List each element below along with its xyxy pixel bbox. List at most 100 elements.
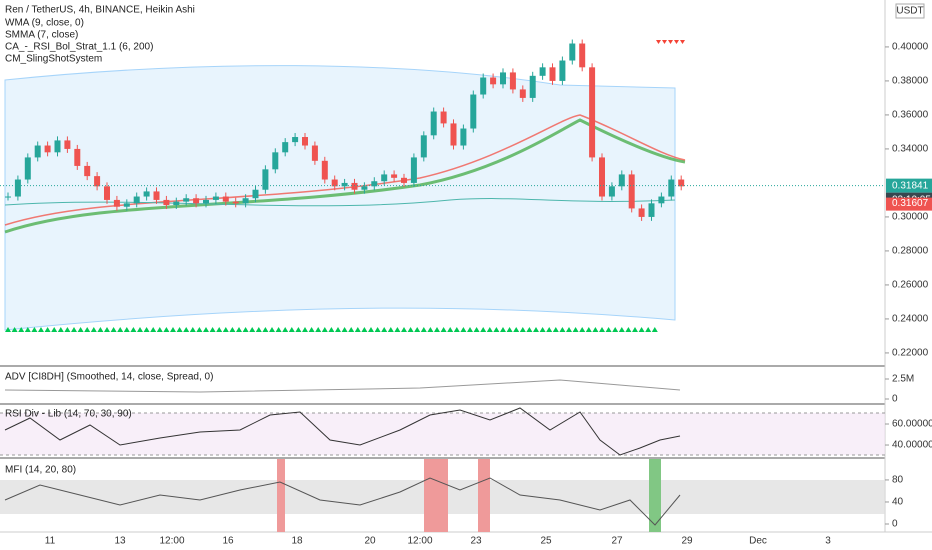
- x-tick-label: 20: [364, 536, 376, 547]
- signal-triangle: [308, 327, 315, 332]
- x-tick-label: 3: [825, 536, 831, 547]
- candle: [539, 67, 546, 76]
- legend: SMMA (7, close): [5, 30, 78, 41]
- candle: [401, 177, 407, 183]
- candle: [381, 174, 388, 182]
- candle: [64, 140, 71, 149]
- legend: CM_SlingShotSystem: [5, 54, 102, 65]
- signal-triangle: [361, 327, 368, 332]
- signal-triangle: [302, 327, 308, 332]
- signal-triangle: [24, 327, 31, 332]
- y-tick-label: 0.30000: [892, 212, 929, 223]
- signal-triangle: [605, 327, 612, 332]
- y-tick-label: 0.38000: [892, 76, 929, 87]
- candle: [371, 181, 378, 187]
- signal-triangle: [625, 327, 632, 332]
- candle: [163, 199, 170, 206]
- candle: [272, 152, 279, 170]
- y-tick-label: 2.5M: [892, 374, 914, 385]
- signal-triangle: [11, 327, 18, 332]
- signal-triangle: [394, 327, 401, 332]
- candle: [222, 196, 229, 202]
- signal-triangle: [38, 327, 44, 332]
- signal-triangle: [97, 327, 104, 332]
- signal-triangle: [57, 327, 64, 332]
- candle: [74, 148, 81, 166]
- candle: [173, 201, 180, 206]
- candle: [113, 199, 120, 207]
- candle: [84, 165, 91, 177]
- candle: [450, 123, 457, 146]
- signal-triangle: [374, 327, 381, 332]
- x-tick-label: 29: [681, 536, 693, 547]
- y-tick-label: 0.40000: [892, 42, 929, 53]
- signal-triangle: [216, 327, 223, 332]
- signal-triangle: [255, 327, 262, 332]
- signal-triangle: [552, 327, 559, 332]
- candle: [193, 198, 200, 204]
- signal-triangle: [328, 327, 335, 332]
- slingshot-fast: [4, 118, 686, 234]
- signal-triangle: [473, 327, 480, 332]
- legend: MFI (14, 20, 80): [5, 465, 76, 476]
- candle: [203, 199, 209, 204]
- candle: [123, 203, 130, 207]
- signal-triangle: [183, 327, 190, 332]
- signal-triangle: [420, 327, 427, 332]
- signal-triangle: [31, 327, 38, 332]
- candle: [618, 174, 625, 187]
- y-tick-label: 0.34000: [892, 144, 929, 155]
- candle: [470, 94, 477, 129]
- sell-signal: [656, 40, 661, 44]
- signal-triangle: [632, 327, 638, 332]
- signal-triangle: [354, 327, 361, 332]
- signal-triangle: [222, 327, 229, 332]
- candle: [183, 198, 190, 202]
- mfi-overbought: [277, 459, 285, 532]
- signal-triangle: [368, 327, 374, 332]
- candle: [351, 182, 358, 190]
- legend: CA_-_RSI_Bol_Strat_1.1 (6, 200): [5, 42, 153, 53]
- candle: [5, 196, 11, 198]
- candle: [599, 157, 605, 197]
- currency-box[interactable]: [895, 3, 925, 19]
- signal-triangle: [506, 327, 513, 332]
- candle: [608, 186, 615, 197]
- signal-triangle: [546, 327, 553, 332]
- legend: RSI Div - Lib (14, 70, 30, 90): [5, 409, 132, 420]
- candle: [559, 60, 566, 81]
- signal-triangle: [599, 327, 605, 332]
- x-tick-label: 23: [470, 536, 482, 547]
- candle: [153, 191, 160, 200]
- x-tick-label: 11: [45, 536, 56, 547]
- candle: [628, 174, 635, 209]
- signal-triangle: [566, 327, 572, 332]
- candle: [133, 196, 140, 204]
- y-tick-label: 0.28000: [892, 246, 929, 257]
- candle: [519, 89, 526, 98]
- signal-triangle: [123, 327, 130, 332]
- signal-triangle: [519, 327, 526, 332]
- signal-triangle: [209, 327, 216, 332]
- currency[interactable]: USDT: [896, 6, 923, 17]
- candle: [252, 189, 259, 199]
- y-tick-label: 40: [892, 497, 904, 508]
- signal-triangle: [236, 327, 242, 332]
- signal-triangle: [282, 327, 289, 332]
- candle: [242, 198, 249, 204]
- candle: [54, 140, 61, 153]
- signal-triangle: [18, 327, 25, 332]
- candle: [509, 72, 516, 90]
- candle: [579, 43, 586, 68]
- signal-triangle: [249, 327, 256, 332]
- candle: [569, 43, 576, 61]
- candle: [658, 196, 665, 204]
- signal-triangle: [579, 327, 586, 332]
- adv-line: [4, 379, 681, 393]
- ma-line: [4, 198, 676, 207]
- signal-triangle: [618, 327, 625, 332]
- x-tick-label: 12:00: [407, 536, 432, 547]
- signal-triangle: [117, 327, 124, 332]
- candle: [529, 75, 536, 98]
